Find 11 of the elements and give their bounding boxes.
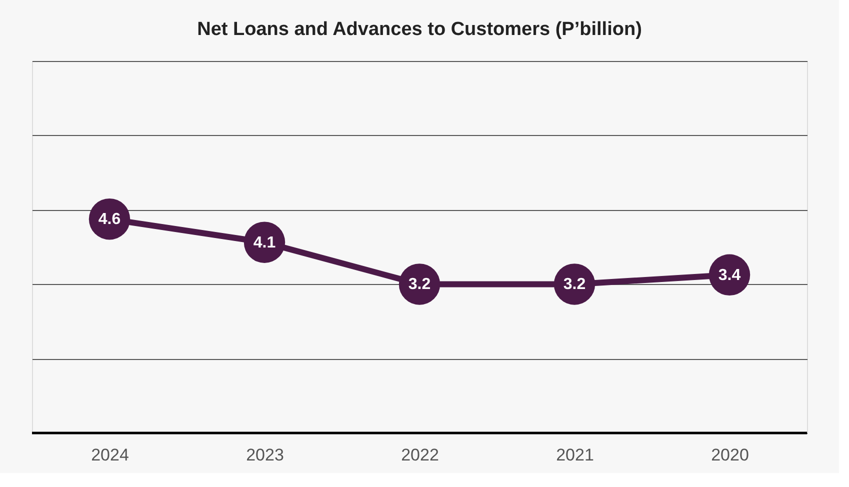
x-tick-label: 2021 bbox=[556, 446, 594, 464]
x-tick-label: 2023 bbox=[246, 446, 284, 464]
data-label: 3.2 bbox=[408, 276, 431, 294]
x-tick-label: 2020 bbox=[711, 446, 749, 464]
chart-title: Net Loans and Advances to Customers (P’billion) bbox=[197, 19, 642, 40]
x-tick-label: 2022 bbox=[401, 446, 439, 464]
data-label: 3.4 bbox=[718, 266, 741, 284]
data-label: 3.2 bbox=[563, 276, 586, 294]
data-label: 4.6 bbox=[98, 211, 121, 228]
data-label: 4.1 bbox=[253, 234, 276, 252]
x-tick-label: 2024 bbox=[91, 446, 129, 464]
